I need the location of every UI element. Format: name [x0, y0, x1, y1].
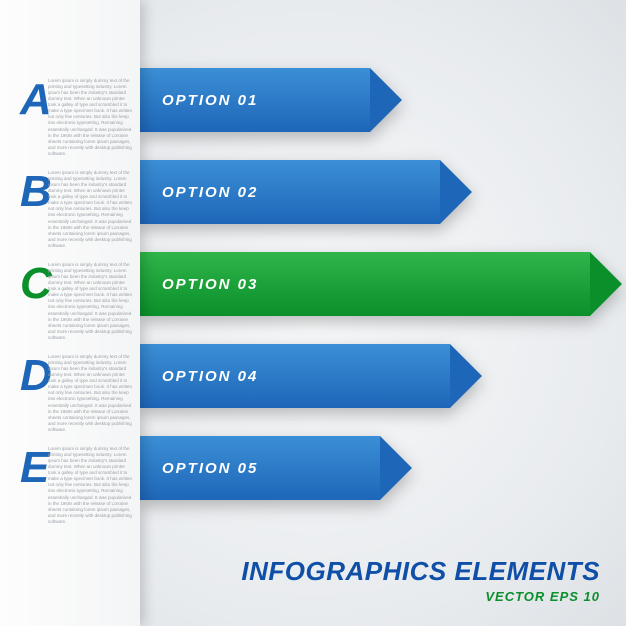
arrow-label: OPTION 02: [162, 184, 258, 201]
option-description: Lorem ipsum is simply dummy text of the …: [48, 262, 133, 341]
footer-title: INFOGRAPHICS ELEMENTS: [241, 556, 600, 587]
arrow-label: OPTION 04: [162, 368, 258, 385]
arrow-bar: OPTION 01: [140, 68, 370, 132]
option-letter: B: [20, 170, 52, 214]
option-letter: A: [20, 78, 52, 122]
arrow-bar: OPTION 05: [140, 436, 380, 500]
option-description: Lorem ipsum is simply dummy text of the …: [48, 354, 133, 433]
arrow-bar: OPTION 04: [140, 344, 450, 408]
option-letter: E: [20, 446, 49, 490]
arrow-label: OPTION 01: [162, 92, 258, 109]
arrow-bar: OPTION 03: [140, 252, 590, 316]
arrow-row: OPTION 03: [140, 252, 626, 316]
arrow-row: OPTION 01: [140, 68, 626, 132]
arrow-row: OPTION 05: [140, 436, 626, 500]
arrow-row: OPTION 04: [140, 344, 626, 408]
arrow-bar: OPTION 02: [140, 160, 440, 224]
arrows-container: OPTION 01 OPTION 02 OPTION 03 OPTION 04 OPTI…: [140, 68, 626, 528]
left-panel: ALorem ipsum is simply dummy text of the…: [0, 0, 140, 626]
option-description: Lorem ipsum is simply dummy text of the …: [48, 170, 133, 249]
footer: INFOGRAPHICS ELEMENTS VECTOR EPS 10: [241, 556, 600, 604]
option-letter: D: [20, 354, 52, 398]
arrow-label: OPTION 03: [162, 276, 258, 293]
arrow-label: OPTION 05: [162, 460, 258, 477]
option-description: Lorem ipsum is simply dummy text of the …: [48, 446, 133, 525]
footer-subtitle: VECTOR EPS 10: [241, 589, 600, 604]
option-letter: C: [20, 262, 52, 306]
arrow-row: OPTION 02: [140, 160, 626, 224]
option-description: Lorem ipsum is simply dummy text of the …: [48, 78, 133, 157]
